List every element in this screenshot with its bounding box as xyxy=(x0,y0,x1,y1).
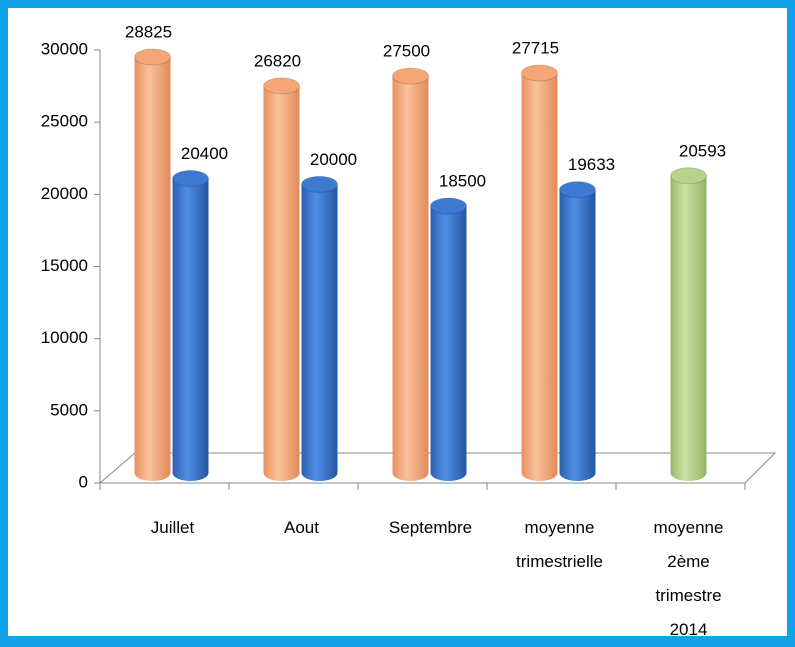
cylinder xyxy=(430,197,467,481)
cylinder-top xyxy=(430,197,467,215)
y-tick-label: 0 xyxy=(79,472,88,491)
cylinder-top xyxy=(670,167,707,185)
cylinder-body xyxy=(392,76,429,481)
x-tick-label: Septembre xyxy=(388,518,473,537)
y-tick-label: 20000 xyxy=(41,184,88,203)
data-label: 19633 xyxy=(568,155,615,174)
cylinder xyxy=(301,175,338,482)
x-tick-label: moyenne trimestrielle xyxy=(516,518,603,571)
cylinder-body xyxy=(134,56,171,481)
cylinder-top xyxy=(521,64,558,82)
cylinder-body xyxy=(172,178,209,481)
data-label: 20000 xyxy=(310,150,357,169)
y-tick-label: 15000 xyxy=(41,256,88,275)
data-label: 18500 xyxy=(439,171,486,190)
cylinder xyxy=(392,67,429,481)
cylinder xyxy=(172,170,209,481)
data-label: 27715 xyxy=(512,38,559,57)
cylinder-body xyxy=(263,85,300,481)
cylinder-top xyxy=(134,48,171,66)
cylinder xyxy=(559,181,596,481)
x-tick-label: Juillet xyxy=(150,518,195,537)
x-tick-label: Aout xyxy=(284,518,319,537)
cylinder xyxy=(670,167,707,482)
data-label: 27500 xyxy=(383,42,430,61)
cylinder-top xyxy=(172,170,209,188)
floor xyxy=(98,452,777,484)
data-label: 20593 xyxy=(679,141,726,160)
cylinder-top xyxy=(392,67,429,85)
y-tick-label: 25000 xyxy=(41,112,88,131)
cylinder-body xyxy=(430,205,467,481)
y-tick-label: 10000 xyxy=(41,328,88,347)
cylinder-top xyxy=(301,175,338,193)
chart-area: 0 5000 10000 15000 20000 25000 30000 28825 26820… xyxy=(8,8,787,639)
cylinder xyxy=(521,64,558,481)
data-label: 26820 xyxy=(254,51,301,70)
x-tick-label: moyenne 2ème trimestre 2014 xyxy=(653,518,724,639)
y-tick-label: 5000 xyxy=(50,400,88,419)
cylinder-top xyxy=(559,181,596,199)
cylinder-body xyxy=(301,184,338,482)
y-tick-label: 30000 xyxy=(41,39,88,58)
cylinder-body xyxy=(559,189,596,481)
data-label: 20400 xyxy=(181,144,228,163)
cylinder-body xyxy=(670,175,707,482)
data-label: 28825 xyxy=(125,22,172,41)
cylinder-top xyxy=(263,77,300,95)
cylinder xyxy=(134,48,171,481)
cylinder-body xyxy=(521,72,558,481)
chart: 0 5000 10000 15000 20000 25000 30000 28825 26820… xyxy=(41,22,777,491)
cylinder xyxy=(263,77,300,481)
